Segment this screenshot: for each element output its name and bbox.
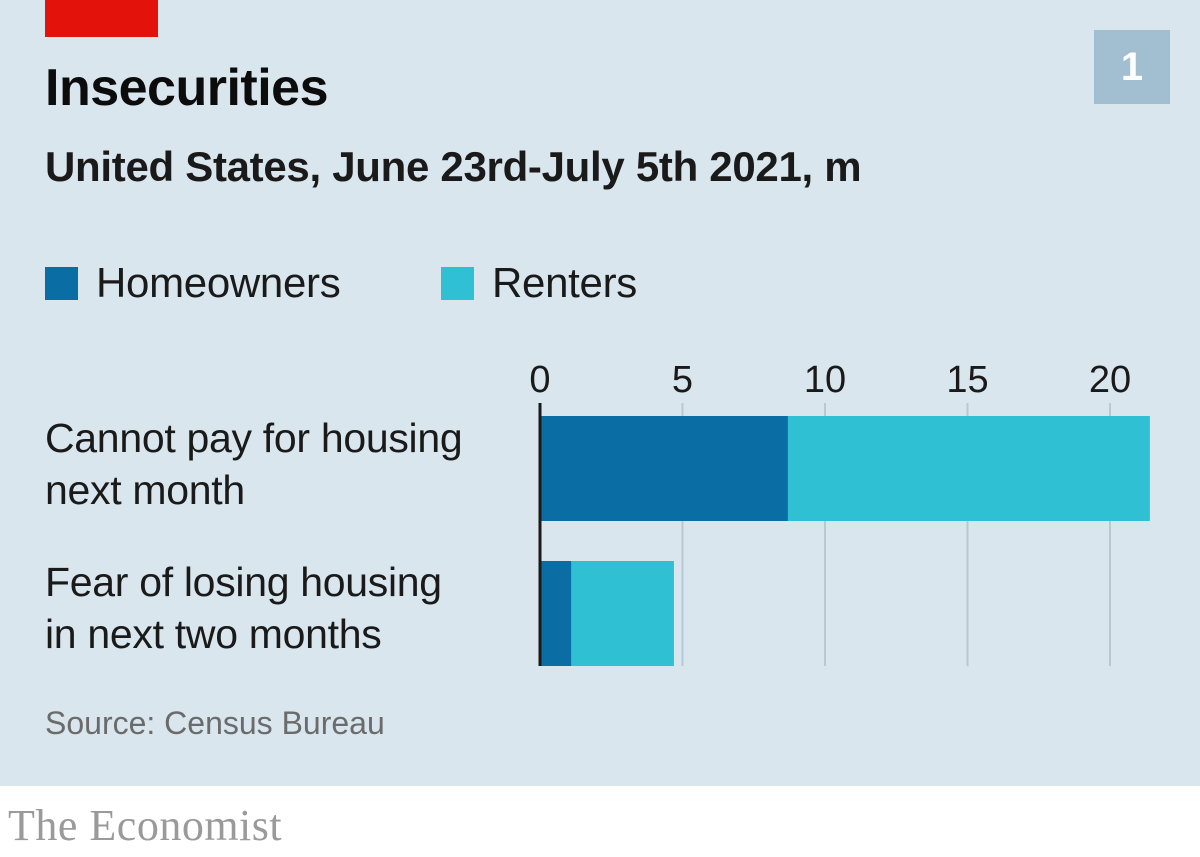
legend-label-homeowners: Homeowners — [96, 259, 341, 306]
tick-label-15: 15 — [946, 359, 988, 401]
bar-homeowners-row-2 — [540, 561, 572, 666]
bar-homeowners-row-1 — [540, 416, 788, 521]
tick-label-0: 0 — [529, 359, 550, 401]
legend-item-renters: Renters — [441, 258, 637, 308]
row-label-fear-losing-line-1: Fear of losing housing — [45, 559, 442, 605]
row-label-cannot-pay-line-1: Cannot pay for housing — [45, 415, 463, 461]
legend-label-renters: Renters — [492, 259, 637, 306]
tick-label-10: 10 — [804, 359, 846, 401]
legend-item-homeowners: Homeowners — [45, 258, 341, 308]
chart-number-badge: 1 — [1094, 30, 1170, 104]
chart-subtitle: United States, June 23rd-July 5th 2021, … — [45, 143, 862, 190]
tick-label-5: 5 — [672, 359, 693, 401]
row-label-cannot-pay-line-2: next month — [45, 467, 245, 513]
source-note: Source: Census Bureau — [45, 705, 385, 741]
economist-logo: The Economist — [8, 801, 283, 850]
row-label-fear-losing-line-2: in next two months — [45, 611, 382, 657]
brand-red-tag — [45, 0, 158, 37]
bar-chart: 0 5 10 15 20 — [529, 359, 1150, 666]
row-label-fear-losing: Fear of losing housing in next two month… — [45, 556, 525, 660]
chart-title: Insecurities — [45, 59, 329, 117]
tick-label-20: 20 — [1089, 359, 1131, 401]
bar-renters-row-2 — [571, 561, 674, 666]
bar-renters-row-1 — [787, 416, 1150, 521]
legend-swatch-homeowners — [45, 266, 78, 300]
row-label-cannot-pay: Cannot pay for housing next month — [45, 412, 525, 516]
legend-swatch-renters — [441, 266, 474, 300]
